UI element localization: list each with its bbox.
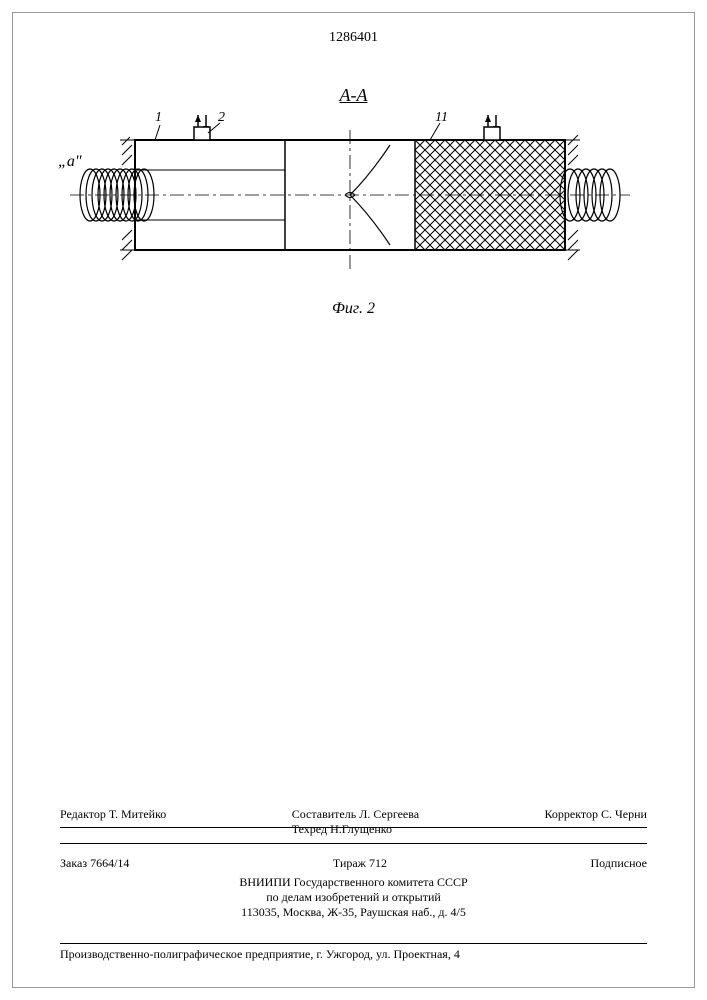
publisher-line-1: ВНИИПИ Государственного комитета СССР <box>60 875 647 890</box>
leader-1 <box>155 125 160 140</box>
tirage: Тираж 712 <box>333 856 387 871</box>
divider-bottom <box>60 943 647 944</box>
page-number: 1286401 <box>329 30 378 46</box>
section-label: А-А <box>340 85 368 106</box>
credits-row-1: Редактор Т. Митейко Составитель Л. Серге… <box>60 807 647 837</box>
curve-top <box>350 145 390 195</box>
right-port <box>484 127 500 140</box>
corrector: Корректор С. Черни <box>545 807 647 837</box>
subscription: Подписное <box>590 856 647 871</box>
callout-1: 1 <box>155 110 162 126</box>
callout-2: 2 <box>218 110 225 126</box>
callout-a: „а" <box>58 153 82 171</box>
divider-mid <box>60 843 647 844</box>
callout-11: 11 <box>435 110 448 126</box>
left-port <box>194 127 210 140</box>
printer-line: Производственно-полиграфическое предприя… <box>60 947 647 962</box>
figure-caption: Фиг. 2 <box>332 300 375 318</box>
publisher-line-3: 113035, Москва, Ж-35, Раушская наб., д. … <box>60 905 647 920</box>
compiler-techred: Составитель Л. Сергеева Техред Н.Глущенк… <box>292 807 419 837</box>
publisher-block: ВНИИПИ Государственного комитета СССР по… <box>60 875 647 920</box>
figure-diagram: 1 2 11 „а" <box>60 115 640 295</box>
publisher-line-2: по делам изобретений и открытий <box>60 890 647 905</box>
order-row: Заказ 7664/14 Тираж 712 Подписное <box>60 856 647 871</box>
credits-section: Редактор Т. Митейко Составитель Л. Серге… <box>60 807 647 920</box>
left-coil <box>80 169 154 221</box>
editor: Редактор Т. Митейко <box>60 807 166 837</box>
order: Заказ 7664/14 <box>60 856 129 871</box>
right-wall-hatch <box>565 135 580 260</box>
curve-bottom <box>350 195 390 245</box>
